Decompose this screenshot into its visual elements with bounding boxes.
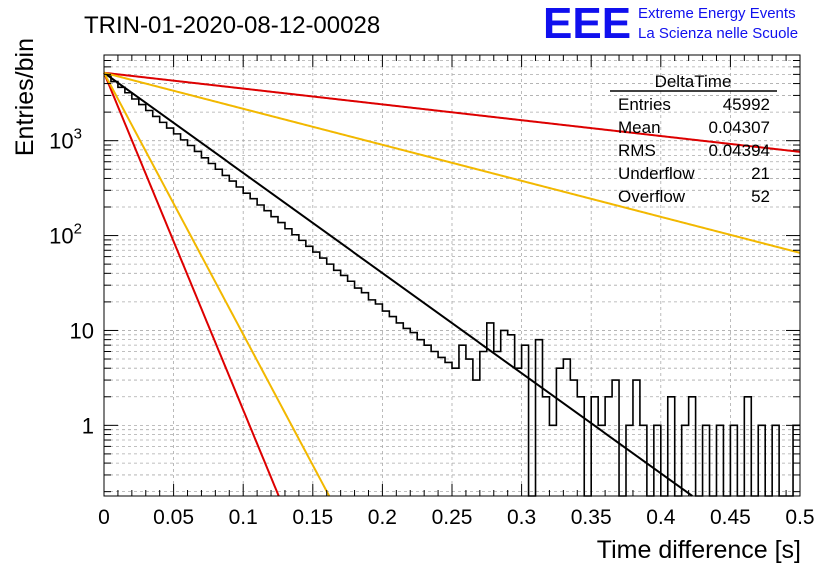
- stats-label-rms: RMS: [618, 141, 656, 160]
- x-tick-label: 0: [98, 506, 110, 529]
- stats-label-entries: Entries: [618, 95, 671, 114]
- stats-title: DeltaTime: [655, 72, 732, 91]
- x-tick-label: 0.45: [710, 506, 751, 529]
- eee-logo: EEE Extreme Energy Events La Scienza nel…: [543, 0, 798, 48]
- stats-label-overflow: Overflow: [618, 187, 686, 206]
- x-tick-label: 0.1: [229, 506, 258, 529]
- stats-label-underflow: Underflow: [618, 164, 695, 183]
- x-tick-label: 0.3: [507, 506, 536, 529]
- y-tick-label: 102: [49, 221, 82, 249]
- x-tick-label: 0.25: [432, 506, 473, 529]
- y-axis-label: Entries/bin: [11, 38, 39, 156]
- stats-value-mean: 0.04307: [709, 118, 770, 137]
- run-title: TRIN-01-2020-08-12-00028: [84, 12, 380, 39]
- x-tick-label: 0.2: [368, 506, 397, 529]
- y-tick-label: 10: [70, 318, 94, 343]
- fit-curve-5: [103, 72, 331, 497]
- x-tick-label: 0.4: [646, 506, 676, 529]
- logo-mark: EEE: [543, 0, 631, 48]
- x-tick-label: 0.05: [153, 506, 194, 529]
- y-tick-label: 1: [82, 413, 94, 438]
- stats-label-mean: Mean: [618, 118, 661, 137]
- stats-box: DeltaTime Entries 45992 Mean 0.04307 RMS…: [610, 72, 777, 206]
- stats-value-entries: 45992: [723, 95, 770, 114]
- fit-curve-2: [103, 71, 801, 153]
- fit-curve-4: [103, 72, 280, 497]
- y-tick-label: 103: [49, 126, 82, 154]
- stats-value-rms: 0.04394: [709, 141, 770, 160]
- x-tick-label: 0.15: [292, 506, 333, 529]
- logo-line-2: La Scienza nelle Scuole: [638, 25, 798, 42]
- stats-value-overflow: 52: [751, 187, 770, 206]
- fit-curve-3: [103, 71, 801, 254]
- x-tick-label: 0.5: [785, 506, 814, 529]
- x-tick-label: 0.35: [571, 506, 612, 529]
- axis-ticks: 0 0.05 0.1 0.15 0.2 0.25 0.3 0.35 0.4 0.45 0.5 1 10 1…: [49, 55, 815, 529]
- fit-curve-1: [103, 71, 693, 497]
- stats-value-underflow: 21: [751, 164, 770, 183]
- fit-curves: [103, 71, 801, 497]
- logo-line-1: Extreme Energy Events: [638, 5, 796, 22]
- x-axis-label: Time difference [s]: [597, 536, 801, 564]
